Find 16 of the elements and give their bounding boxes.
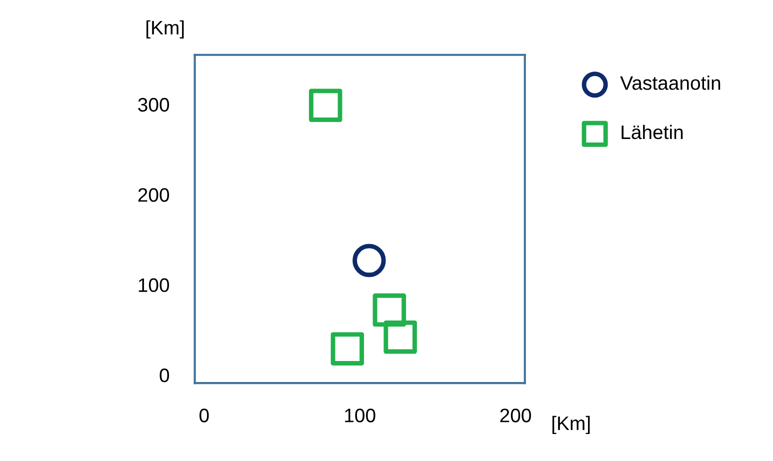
legend-label: Vastaanotin: [620, 76, 720, 90]
point: [384, 320, 417, 354]
point: [352, 244, 386, 278]
x-tick-label: 200: [500, 408, 531, 422]
x-tick-label: 100: [345, 408, 376, 422]
y-axis-title: [Km]: [146, 20, 184, 38]
x-axis-title: [Km]: [552, 416, 590, 434]
legend-label: Lähetin: [622, 124, 683, 140]
y-tick-label: 300: [138, 98, 170, 112]
y-tick-label: 200: [138, 188, 170, 202]
x-tick-label: 0: [199, 408, 209, 422]
y-tick-label: 100: [138, 278, 170, 292]
y-tick-label: 0: [160, 368, 170, 382]
point: [372, 293, 406, 327]
point: [308, 88, 342, 122]
point: [330, 332, 364, 366]
